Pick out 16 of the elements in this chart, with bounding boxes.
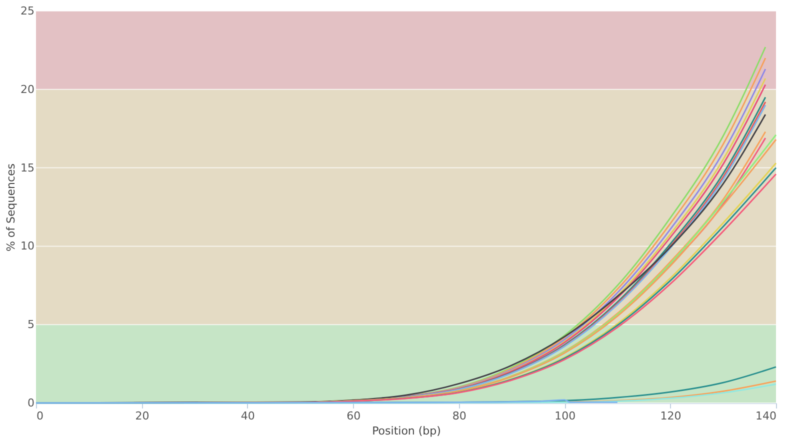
y-tick-label: 0 <box>28 396 34 410</box>
x-tick-label: 60 <box>346 410 361 422</box>
x-axis-title: Position (bp) <box>372 424 441 438</box>
y-tick-label: 10 <box>20 240 34 253</box>
x-tick-label: 0 <box>36 410 44 422</box>
y-axis-title: % of Sequences <box>4 163 18 252</box>
y-tick-label: 25 <box>20 4 34 18</box>
y-tick-label: 5 <box>28 318 34 332</box>
x-tick-label: 140 <box>756 410 776 422</box>
x-tick-label: 100 <box>554 410 576 422</box>
x-tick-label: 20 <box>135 410 150 422</box>
x-tick-label: 40 <box>240 410 255 422</box>
x-tick-label: 80 <box>452 410 466 422</box>
y-tick-label: 20 <box>20 82 34 96</box>
y-tick-label: 15 <box>20 161 34 174</box>
x-tick-label: 120 <box>660 410 682 422</box>
